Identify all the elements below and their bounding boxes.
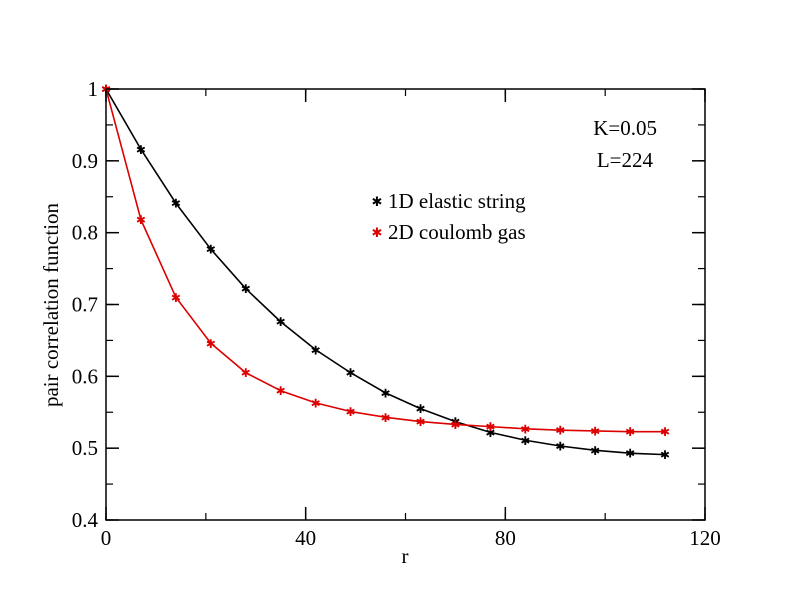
legend-marker-1: ✱ [372,225,383,240]
data-point-0: ✱ [381,386,391,400]
legend-label-0: 1D elastic string [388,189,526,213]
y-axis-title: pair correlation function [39,202,63,407]
data-point-0: ✱ [555,440,565,454]
data-point-0: ✱ [206,243,216,257]
data-point-1: ✱ [311,396,321,410]
y-tick-label: 0.4 [72,508,99,532]
x-tick-label: 0 [101,526,112,550]
data-point-0: ✱ [625,447,635,461]
data-point-0: ✱ [136,143,146,157]
y-tick-label: 1 [88,77,99,101]
data-point-0: ✱ [520,434,530,448]
series-line-1 [105,88,666,433]
data-point-1: ✱ [241,366,251,380]
data-point-1: ✱ [171,291,181,305]
y-tick-label: 0.9 [72,149,98,173]
annotation-k: K=0.05 [593,116,657,140]
data-point-0: ✱ [241,282,251,296]
data-point-1: ✱ [590,424,600,438]
data-point-0: ✱ [276,315,286,329]
data-point-0: ✱ [485,426,495,440]
series-0: ✱ ✱ ✱ ✱ ✱ ✱ ✱ ✱ ✱ ✱ ✱ ✱ ✱ ✱ ✱ ✱ ✱ [101,83,670,463]
plot-frame [105,88,706,521]
data-point-1: ✱ [136,213,146,227]
x-tick-label: 120 [689,526,721,550]
data-point-0: ✱ [415,402,425,416]
legend: ✱ 1D elastic string ✱ 2D coulomb gas [372,189,527,244]
data-point-1: ✱ [346,405,356,419]
data-point-0: ✱ [171,197,181,211]
data-point-1: ✱ [276,384,286,398]
data-point-0: ✱ [660,448,670,462]
y-tick-label: 0.8 [72,221,98,245]
data-point-1: ✱ [660,425,670,439]
data-point-0: ✱ [311,343,321,357]
data-point-0: ✱ [346,366,356,380]
legend-label-1: 2D coulomb gas [388,220,526,244]
legend-marker-0: ✱ [372,194,383,209]
data-point-1: ✱ [625,425,635,439]
series-line-0 [105,88,666,456]
data-point-1: ✱ [415,415,425,429]
series-layer: ✱✱✱✱✱✱✱✱✱✱✱✱✱ ✱ ✱ ✱ ✱✱✱✱✱✱✱✱✱ ✱ ✱ ✱ ✱ ✱ ✱ ✱ ✱ ✱ [101,83,670,463]
data-point-1: ✱ [381,411,391,425]
data-point-1: ✱ [450,418,460,432]
annotation-l: L=224 [597,148,654,172]
data-point-1: ✱ [555,424,565,438]
x-axis-title: r [402,544,409,568]
data-point-1: ✱ [485,420,495,434]
y-tick-label: 0.7 [72,293,98,317]
data-point-1: ✱ [520,422,530,436]
y-tick-label: 0.6 [72,364,98,388]
data-point-0: ✱ [590,444,600,458]
tick-labels: 0 40 80 120 0.4 0.5 0.6 0.7 0.8 0.9 1 [72,77,721,550]
x-tick-label: 80 [495,526,516,550]
y-tick-label: 0.5 [72,436,98,460]
data-point-1: ✱ [206,337,216,351]
x-tick-label: 40 [295,526,316,550]
data-point-0: ✱ [450,415,460,429]
